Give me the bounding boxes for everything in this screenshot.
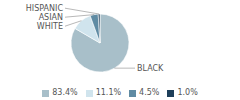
svg-text:BLACK: BLACK [137,64,164,73]
html-text:83.4%: 83.4% [52,88,78,97]
html-text:11.1%: 11.1% [95,88,122,97]
svg-text:ASIAN: ASIAN [39,13,63,22]
svg-text:HISPANIC: HISPANIC [26,4,64,13]
svg-text:WHITE: WHITE [37,22,63,31]
html-text:1.0%: 1.0% [177,88,198,97]
html-text:4.5%: 4.5% [139,88,160,97]
